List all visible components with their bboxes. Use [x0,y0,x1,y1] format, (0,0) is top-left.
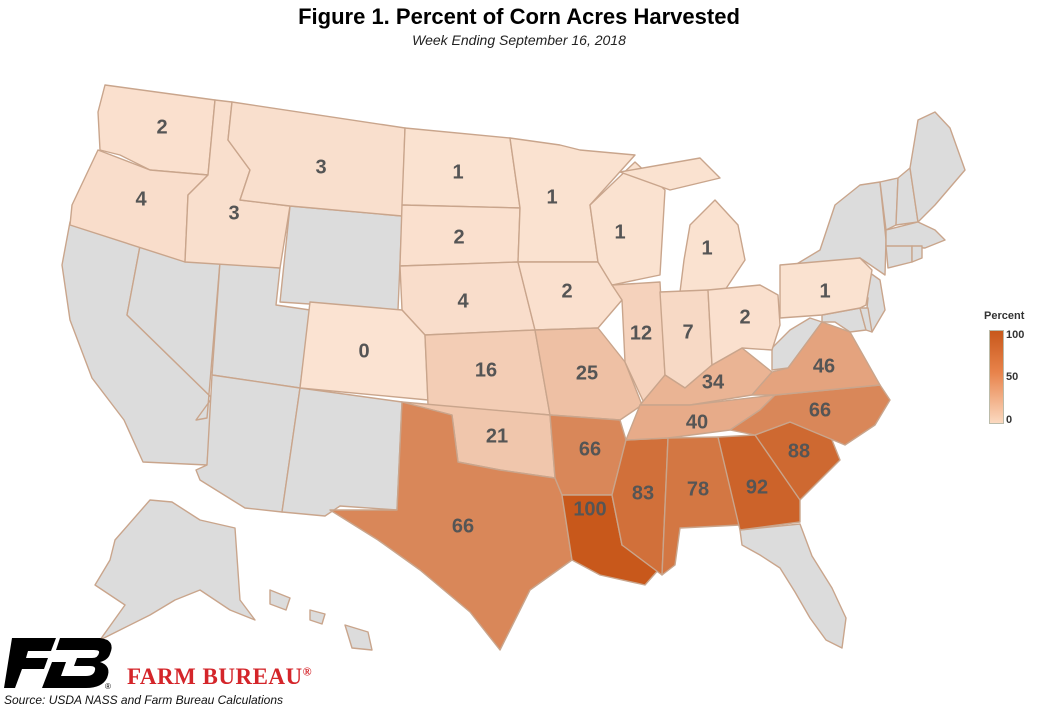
state-OH [707,284,781,366]
state-value-GA: 92 [746,476,768,498]
state-PA [779,257,873,319]
state-ME [909,111,966,223]
state-value-MN: 1 [546,186,557,208]
state-value-IL: 12 [630,322,652,344]
state-value-PA: 1 [819,280,830,302]
legend-max-label: 100 [1006,329,1025,341]
brand-name: FARM BUREAU [127,664,303,689]
state-CT [885,245,913,269]
state-value-NE: 4 [457,290,469,312]
state-NM [281,387,403,517]
state-HI [269,589,373,651]
state-value-AL: 78 [687,478,709,500]
state-AK [94,499,256,641]
state-value-TN: 40 [686,411,708,433]
state-IA [517,261,623,331]
legend-color-bar [989,330,1004,424]
state-value-KS: 16 [475,359,497,381]
state-value-MS: 83 [632,482,654,504]
state-value-OH: 2 [739,306,750,328]
state-value-KY: 34 [702,371,725,393]
state-value-LA: 100 [573,498,606,520]
legend-mid-label: 50 [1006,371,1019,383]
state-MI [619,157,746,293]
state-value-MT: 3 [315,156,326,178]
chart-subtitle: Week Ending September 16, 2018 [412,32,626,48]
state-VA [751,321,881,396]
state-value-TX: 66 [452,515,474,537]
state-value-VA: 46 [813,355,835,377]
farm-bureau-wordmark: FARM BUREAU® [127,664,312,690]
chart-title: Figure 1. Percent of Corn Acres Harveste… [298,4,740,29]
state-value-ID: 3 [228,202,239,224]
farm-bureau-logo: ® [4,638,112,690]
state-RI [911,245,923,263]
state-GA [717,434,801,531]
state-value-NC: 66 [809,399,831,421]
state-value-SC: 88 [788,440,810,462]
state-value-IA: 2 [561,280,572,302]
state-DE [859,307,873,333]
state-value-OR: 4 [135,188,147,210]
state-value-WA: 2 [156,116,167,138]
state-WI [589,161,666,286]
state-TX [329,401,573,651]
state-value-AR: 66 [579,438,601,460]
state-value-CO: 0 [358,340,369,362]
state-FL [739,523,847,649]
state-value-SD: 2 [453,226,464,248]
state-value-MI: 1 [701,237,712,259]
state-value-WI: 1 [614,221,625,243]
state-value-ND: 1 [452,161,463,183]
state-value-MO: 25 [576,362,598,384]
state-value-IN: 7 [682,321,693,343]
source-note: Source: USDA NASS and Farm Bureau Calcul… [4,693,284,707]
legend-title: Percent [984,310,1025,322]
state-value-OK: 21 [486,425,508,447]
logo-registered-mark: ® [105,682,111,690]
brand-registered-mark: ® [302,664,313,679]
legend-min-label: 0 [1006,414,1013,426]
state-WY [279,205,403,311]
